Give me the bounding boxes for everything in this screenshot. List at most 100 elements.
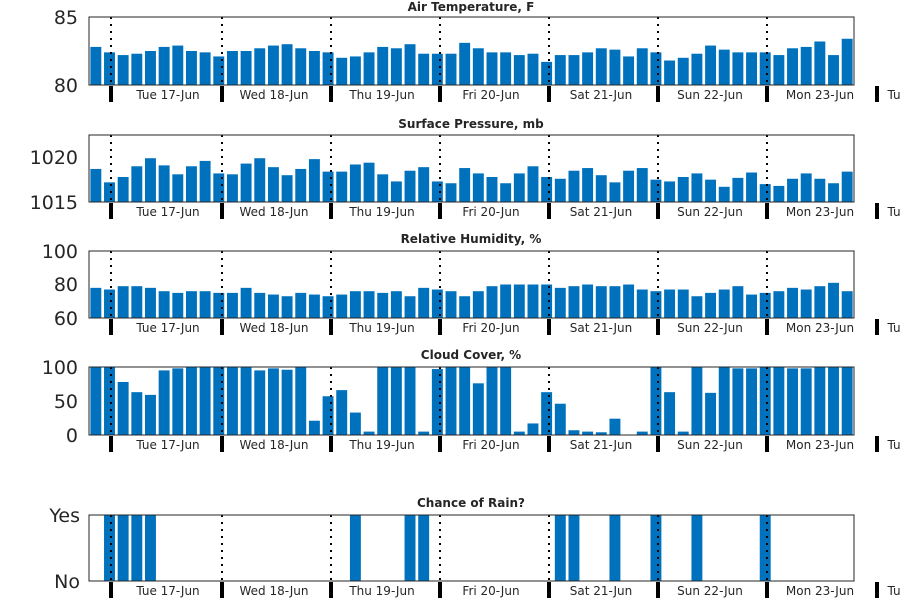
y-tick-label: 60 — [54, 308, 78, 330]
bar — [800, 368, 812, 435]
x-tick-label: Fri 20-Jun — [462, 205, 519, 219]
bar — [308, 294, 320, 318]
bar — [527, 284, 539, 318]
bar — [705, 179, 717, 202]
bar — [664, 289, 676, 318]
panel-title: Cloud Cover, % — [421, 348, 521, 362]
bar — [541, 284, 553, 318]
bar — [609, 286, 621, 318]
bar — [746, 172, 758, 202]
x-tick-label: Sat 21-Jun — [570, 88, 633, 102]
bar — [841, 171, 853, 202]
bar — [568, 170, 580, 202]
bar — [349, 164, 361, 202]
bar — [582, 168, 594, 202]
bar — [759, 184, 771, 202]
bar — [841, 367, 853, 435]
bar — [800, 173, 812, 202]
bar — [568, 55, 580, 85]
bar — [636, 431, 648, 435]
x-tick-label: Fri 20-Jun — [462, 321, 519, 335]
bar — [131, 286, 143, 318]
x-tick-label: Fri 20-Jun — [462, 438, 519, 452]
x-tick-label: Wed 18-Jun — [240, 88, 309, 102]
bar — [199, 291, 211, 318]
plot-frame — [88, 16, 855, 86]
bar — [308, 159, 320, 202]
x-tick-label: Fri 20-Jun — [462, 88, 519, 102]
bar — [281, 175, 293, 202]
bar — [459, 296, 471, 319]
x-tick-label: Sun 22-Jun — [677, 321, 743, 335]
bar — [431, 181, 443, 202]
bar — [623, 170, 635, 202]
bar — [404, 296, 416, 319]
bar — [650, 367, 662, 435]
bar — [308, 420, 320, 435]
x-tick-label: Tu — [886, 88, 900, 102]
bar — [623, 56, 635, 85]
bar — [746, 52, 758, 85]
bar — [500, 183, 512, 202]
bar — [636, 168, 648, 202]
bar — [513, 55, 525, 85]
bar — [814, 286, 826, 318]
bar — [568, 430, 580, 435]
bar — [308, 51, 320, 85]
bar — [267, 294, 279, 318]
bar — [732, 52, 744, 85]
bar — [104, 52, 115, 85]
bar — [582, 284, 594, 318]
bar — [418, 431, 430, 435]
x-tick-label: Fri 20-Jun — [462, 584, 519, 598]
chance-of-rain-panel: Chance of Rain? No Yes Tue 17-Jun Wed 18-… — [48, 496, 900, 598]
bar — [349, 515, 361, 581]
bar — [90, 168, 102, 202]
bar — [650, 515, 662, 581]
bar — [554, 287, 566, 318]
bar — [595, 286, 607, 318]
bar — [254, 48, 266, 85]
y-tick-label: No — [54, 571, 80, 593]
bar — [445, 367, 457, 435]
panel-title: Air Temperature, F — [408, 0, 535, 14]
bar — [363, 52, 375, 85]
bar — [459, 168, 471, 202]
bar — [595, 175, 607, 202]
x-tick-label: Mon 23-Jun — [786, 88, 854, 102]
x-tick-label: Sun 22-Jun — [677, 88, 743, 102]
bar — [185, 291, 197, 318]
bar — [226, 174, 238, 202]
bar — [418, 287, 430, 318]
panel-title: Chance of Rain? — [417, 496, 525, 510]
x-tick-label: Wed 18-Jun — [240, 205, 309, 219]
bar — [254, 370, 266, 435]
bar — [185, 367, 197, 435]
bar — [828, 183, 839, 202]
bar — [718, 186, 730, 202]
bar — [691, 173, 703, 202]
bar — [814, 178, 826, 202]
bar — [568, 286, 580, 318]
bar — [636, 289, 648, 318]
bar — [554, 55, 566, 85]
bar — [582, 52, 594, 85]
bar — [377, 174, 389, 202]
bar — [650, 291, 662, 318]
bar — [472, 291, 484, 318]
air-temperature-panel: Air Temperature, F 80 85 Tue 17-Jun Wed 1… — [54, 0, 900, 102]
bar — [240, 163, 252, 202]
bar — [363, 431, 375, 435]
bar — [664, 60, 676, 85]
bar — [131, 53, 143, 85]
bar — [664, 392, 676, 435]
bar — [240, 287, 252, 318]
bar — [472, 383, 484, 435]
bar — [404, 367, 416, 435]
bar — [541, 392, 553, 435]
bar — [609, 182, 621, 202]
bar — [240, 367, 252, 435]
bar — [800, 289, 812, 318]
bar — [90, 287, 102, 318]
bar — [500, 284, 512, 318]
